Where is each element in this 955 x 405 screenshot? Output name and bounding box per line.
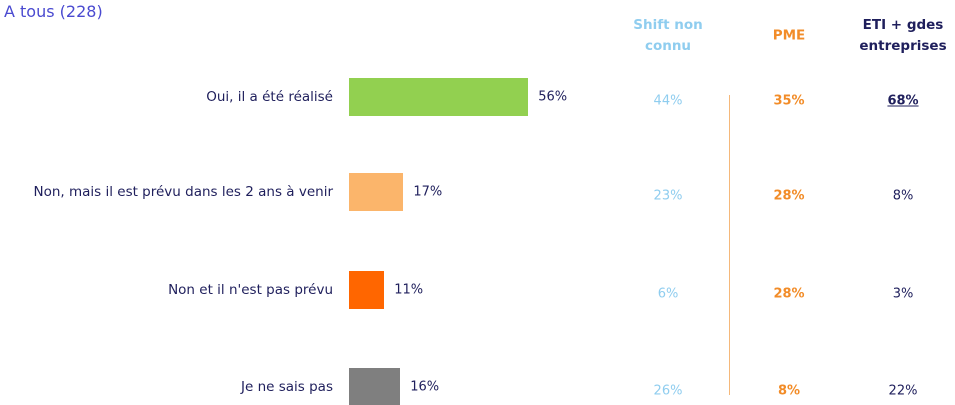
column-header: Shift non connu [633, 17, 703, 54]
category-label: Je ne sais pas [241, 379, 333, 395]
column-header: PME [772, 27, 806, 44]
column-value: 22% [888, 383, 918, 399]
value-label: 56% [538, 89, 568, 105]
value-label: 17% [413, 184, 443, 200]
column-value: 35% [773, 93, 805, 109]
column-value: 28% [773, 188, 805, 204]
separator [729, 95, 730, 395]
column-value: 8% [777, 383, 801, 399]
column-value: 68% [887, 93, 919, 109]
column-value: 44% [653, 93, 683, 109]
bar [349, 78, 529, 116]
bar [349, 271, 385, 309]
column-value: 8% [892, 188, 914, 204]
column-value: 3% [892, 286, 914, 302]
category-label: Non et il n'est pas prévu [168, 282, 333, 298]
column-value: 23% [653, 188, 683, 204]
category-label: Non, mais il est prévu dans les 2 ans à … [33, 184, 333, 200]
bar [349, 368, 401, 405]
column-value: 28% [773, 286, 805, 302]
subtitle: A tous (228) [4, 2, 103, 21]
value-label: 11% [394, 282, 424, 298]
bar [349, 173, 404, 211]
column-value: 6% [657, 286, 679, 302]
column-header: ETI + gdes entreprises [859, 17, 947, 54]
value-label: 16% [410, 379, 440, 395]
column-value: 26% [653, 383, 683, 399]
category-label: Oui, il a été réalisé [206, 89, 333, 105]
